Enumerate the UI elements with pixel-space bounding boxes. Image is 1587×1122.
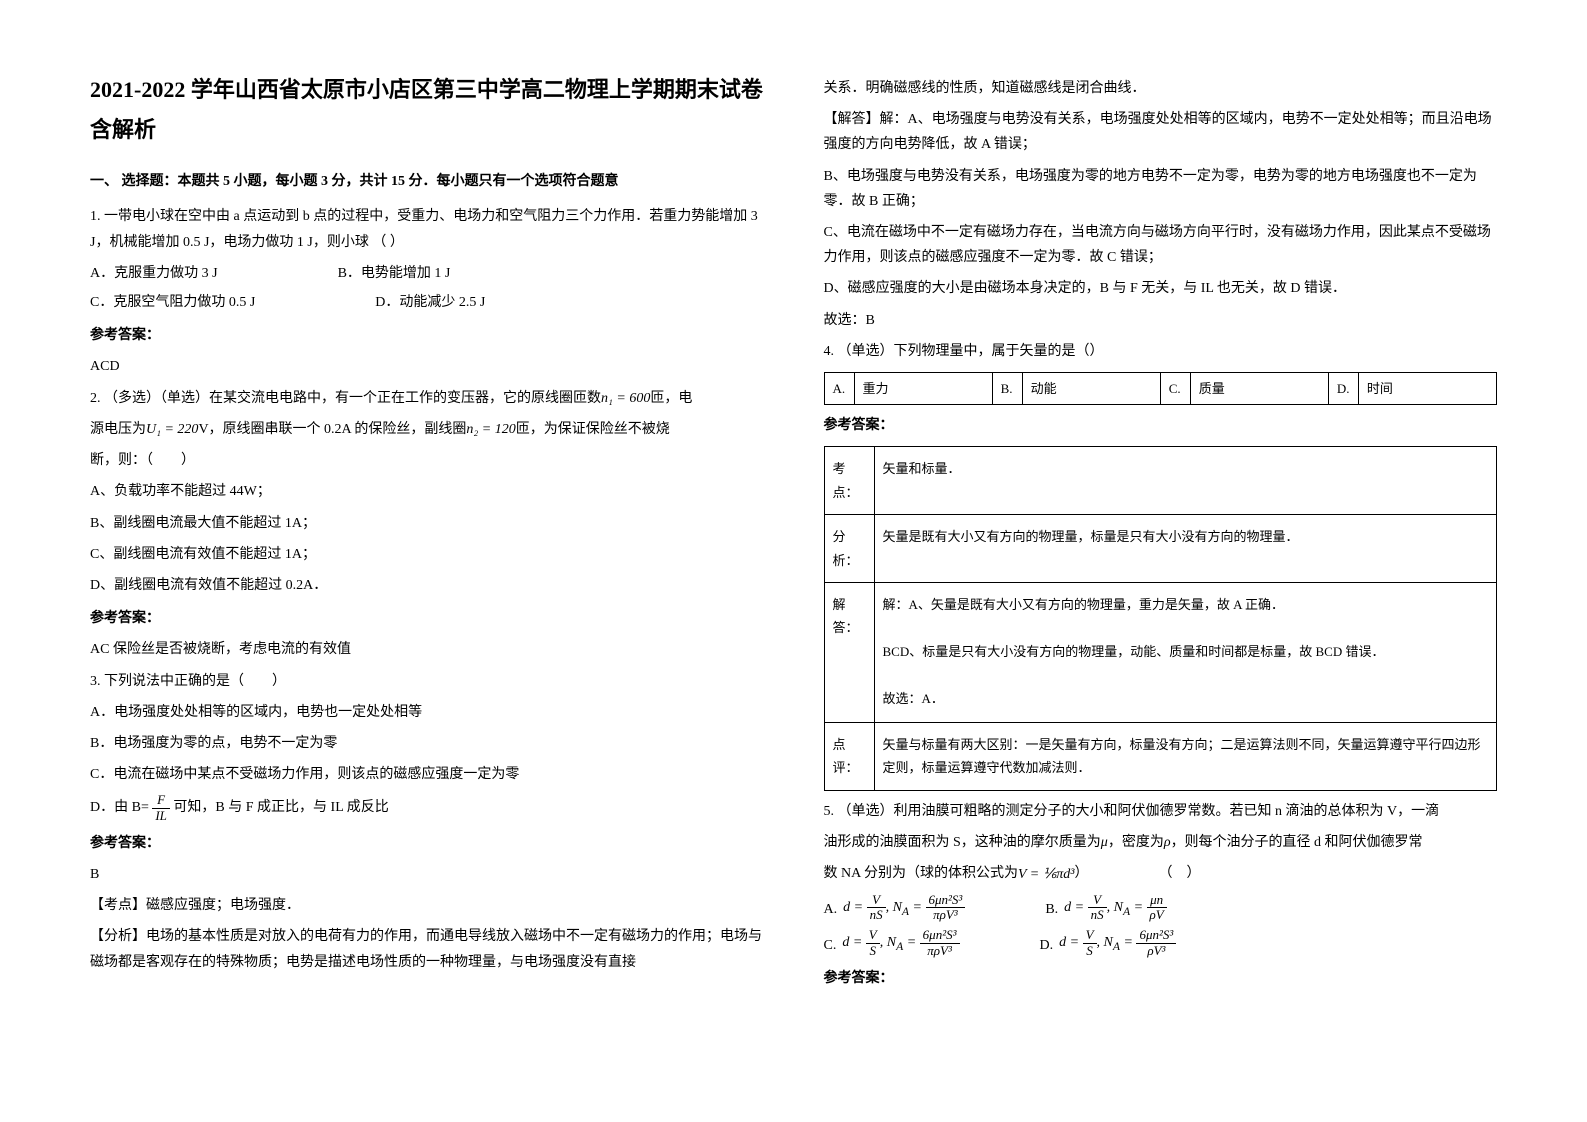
q5-a-formula: d = VnS, NA = 6μn²S³πρV³	[843, 893, 965, 923]
q2-mid1: 匝，电	[650, 391, 692, 406]
r-p5: D、磁感应强度的大小是由磁场本身决定的，B 与 F 无关，与 IL 也无关，故 …	[824, 276, 1498, 301]
r-p2: 【解答】解：A、电场强度与电势没有关系，电场强度处处相等的区域内，电势不一定处处…	[824, 107, 1498, 157]
q2-ans-label: 参考答案：	[90, 606, 764, 631]
q5-opts-row1: A. d = VnS, NA = 6μn²S³πρV³ B. d = VnS, …	[824, 893, 1498, 923]
q1-row2: C．克服空气阻力做功 0.5 J D．动能减少 2.5 J	[90, 290, 764, 315]
q5-rho: ρ	[1164, 830, 1171, 855]
q2-opt-c: C、副线圈电流有效值不能超过 1A；	[90, 542, 764, 567]
q5-opt-c: C. d = VS, NA = 6μn²S³πρV³	[824, 928, 960, 958]
q4-options-table: A. 重力 B. 动能 C. 质量 D. 时间	[824, 372, 1498, 405]
q4-d-txt: 时间	[1358, 372, 1496, 404]
q2-mid3: V，原线圈串联一个 0.2A 的保险丝，副线圈	[198, 422, 466, 437]
section-1-head: 一、 选择题：本题共 5 小题，每小题 3 分，共计 15 分．每小题只有一个选…	[90, 169, 764, 194]
q4-r3b2: BCD、标量是只有大小没有方向的物理量，动能、质量和时间都是标量，故 BCD 错…	[883, 640, 1489, 663]
q4-r1a: 考点：	[824, 447, 874, 515]
q1-opt-d: D．动能减少 2.5 J	[375, 290, 485, 315]
q4-c-lbl: C.	[1160, 372, 1190, 404]
q3-opt-b: B．电场强度为零的点，电势不一定为零	[90, 731, 764, 756]
q4-c-txt: 质量	[1190, 372, 1328, 404]
q3-ans: B	[90, 862, 764, 887]
q3-fx: 【分析】电场的基本性质是对放入的电荷有力的作用，而通电导线放入磁场中不一定有磁场…	[90, 924, 764, 974]
q4-r4a: 点评：	[824, 723, 874, 791]
frac-num: F	[152, 793, 170, 808]
q5-ans-label: 参考答案：	[824, 966, 1498, 991]
q5-s3-post: ） （ ）	[1074, 866, 1200, 881]
q2-stem-l2: 源电压为U₁ = 220V，原线圈串联一个 0.2A 的保险丝，副线圈n₂ = …	[90, 417, 764, 442]
q4-r2b: 矢量是既有大小又有方向的物理量，标量是只有大小没有方向的物理量．	[874, 515, 1497, 583]
q2-pre: 2. （多选）（单选）在某交流电电路中，有一个正在工作的变压器，它的原线圈匝数	[90, 391, 601, 406]
q4-stem: 4. （单选）下列物理量中，属于矢量的是（）	[824, 339, 1498, 364]
q4-b-lbl: B.	[992, 372, 1022, 404]
q3-opt-a: A．电场强度处处相等的区域内，电势也一定处处相等	[90, 700, 764, 725]
q3-d-post: 可知，B 与 F 成正比，与 IL 成反比	[173, 800, 388, 815]
q5-s3-pre: 数 NA 分别为（球的体积公式为	[824, 866, 1018, 881]
q4-r3b: 解：A、矢量是既有大小又有方向的物理量，重力是矢量，故 A 正确． BCD、标量…	[874, 583, 1497, 723]
q1-ans-label: 参考答案：	[90, 323, 764, 348]
q5-stem1: 5. （单选）利用油膜可粗略的测定分子的大小和阿伏伽德罗常数。若已知 n 滴油的…	[824, 799, 1498, 824]
q2-opt-d: D、副线圈电流有效值不能超过 0.2A．	[90, 573, 764, 598]
frac-den: IL	[152, 809, 170, 823]
q5-stem3: 数 NA 分别为（球的体积公式为V = ⅙πd³） （ ）	[824, 861, 1498, 886]
q2-mid2: 源电压为	[90, 422, 146, 437]
q4-ans-label: 参考答案：	[824, 413, 1498, 438]
q2-tail: 断，则：（ ）	[90, 448, 764, 473]
r-p3: B、电场强度与电势没有关系，电场强度为零的地方电势不一定为零，电势为零的地方电场…	[824, 164, 1498, 214]
q5-opt-a: A. d = VnS, NA = 6μn²S³πρV³	[824, 893, 966, 923]
q5-c-formula: d = VS, NA = 6μn²S³πρV³	[842, 928, 959, 958]
doc-title: 2021-2022 学年山西省太原市小店区第三中学高二物理上学期期末试卷含解析	[90, 70, 764, 149]
q2-opt-a: A、负载功率不能超过 44W；	[90, 479, 764, 504]
q4-r3b3: 故选：A．	[883, 687, 1489, 710]
q5-c-lbl: C.	[824, 933, 837, 958]
q5-d-formula: d = VS, NA = 6μn²S³ρV³	[1059, 928, 1176, 958]
q5-s2-mid: ，密度为	[1108, 835, 1164, 850]
q3-stem: 3. 下列说法中正确的是（ ）	[90, 669, 764, 694]
right-column: 关系．明确磁感线的性质，知道磁感线是闭合曲线． 【解答】解：A、电场强度与电势没…	[824, 70, 1498, 1052]
r-p1: 关系．明确磁感线的性质，知道磁感线是闭合曲线．	[824, 76, 1498, 101]
q5-s2-pre: 油形成的油膜面积为 S，这种油的摩尔质量为	[824, 835, 1101, 850]
q2-stem: 2. （多选）（单选）在某交流电电路中，有一个正在工作的变压器，它的原线圈匝数n…	[90, 386, 764, 411]
q3-d-pre: D．由 B=	[90, 800, 149, 815]
q3-kp: 【考点】磁感应强度；电场强度．	[90, 893, 764, 918]
q5-opt-b: B. d = VnS, NA = μnρV	[1045, 893, 1166, 923]
q5-vol: V = ⅙πd³	[1018, 862, 1075, 887]
q2-ans: AC 保险丝是否被烧断，考虑电流的有效值	[90, 637, 764, 662]
q3-opt-c: C．电流在磁场中某点不受磁场力作用，则该点的磁感应强度一定为零	[90, 762, 764, 787]
q2-mid4: 匝，为保证保险丝不被烧	[516, 422, 670, 437]
q4-a-txt: 重力	[854, 372, 992, 404]
left-column: 2021-2022 学年山西省太原市小店区第三中学高二物理上学期期末试卷含解析 …	[90, 70, 764, 1052]
q2-u1: U₁ = 220	[146, 417, 198, 442]
q5-b-formula: d = VnS, NA = μnρV	[1064, 893, 1167, 923]
q4-r3a: 解答：	[824, 583, 874, 723]
q5-opts-row2: C. d = VS, NA = 6μn²S³πρV³ D. d = VS, NA…	[824, 928, 1498, 958]
q4-r2a: 分析：	[824, 515, 874, 583]
q2-n1: n₁ = 600	[601, 386, 650, 411]
q4-r3b1: 解：A、矢量是既有大小又有方向的物理量，重力是矢量，故 A 正确．	[883, 593, 1489, 616]
q1-ans: ACD	[90, 354, 764, 379]
q5-mu: μ	[1101, 830, 1108, 855]
q2-n2: n₂ = 120	[466, 417, 515, 442]
q3-d-frac: F IL	[152, 793, 170, 823]
q5-d-lbl: D.	[1040, 933, 1054, 958]
r-p6: 故选：B	[824, 308, 1498, 333]
q5-s2-post: ，则每个油分子的直径 d 和阿伏伽德罗常	[1171, 835, 1423, 850]
q1-opt-a: A．克服重力做功 3 J	[90, 261, 218, 286]
q1-stem: 1. 一带电小球在空中由 a 点运动到 b 点的过程中，受重力、电场力和空气阻力…	[90, 204, 764, 254]
q4-a-lbl: A.	[824, 372, 854, 404]
q5-opt-d: D. d = VS, NA = 6μn²S³ρV³	[1040, 928, 1177, 958]
q4-d-lbl: D.	[1328, 372, 1358, 404]
q2-opt-b: B、副线圈电流最大值不能超过 1A；	[90, 511, 764, 536]
q5-a-lbl: A.	[824, 897, 838, 922]
q3-ans-label: 参考答案：	[90, 831, 764, 856]
q4-answer-table: 考点： 矢量和标量． 分析： 矢量是既有大小又有方向的物理量，标量是只有大小没有…	[824, 446, 1498, 790]
q4-r4b: 矢量与标量有两大区别：一是矢量有方向，标量没有方向；二是运算法则不同，矢量运算遵…	[874, 723, 1497, 791]
q4-b-txt: 动能	[1022, 372, 1160, 404]
r-p4: C、电流在磁场中不一定有磁场力存在，当电流方向与磁场方向平行时，没有磁场力作用，…	[824, 220, 1498, 270]
q1-opt-b: B．电势能增加 1 J	[338, 261, 451, 286]
q1-opt-c: C．克服空气阻力做功 0.5 J	[90, 290, 255, 315]
q5-b-lbl: B.	[1045, 897, 1058, 922]
q1-row1: A．克服重力做功 3 J B．电势能增加 1 J	[90, 261, 764, 286]
q5-stem2: 油形成的油膜面积为 S，这种油的摩尔质量为μ，密度为ρ，则每个油分子的直径 d …	[824, 830, 1498, 855]
q3-opt-d: D．由 B= F IL 可知，B 与 F 成正比，与 IL 成反比	[90, 793, 764, 823]
q4-r1b: 矢量和标量．	[874, 447, 1497, 515]
